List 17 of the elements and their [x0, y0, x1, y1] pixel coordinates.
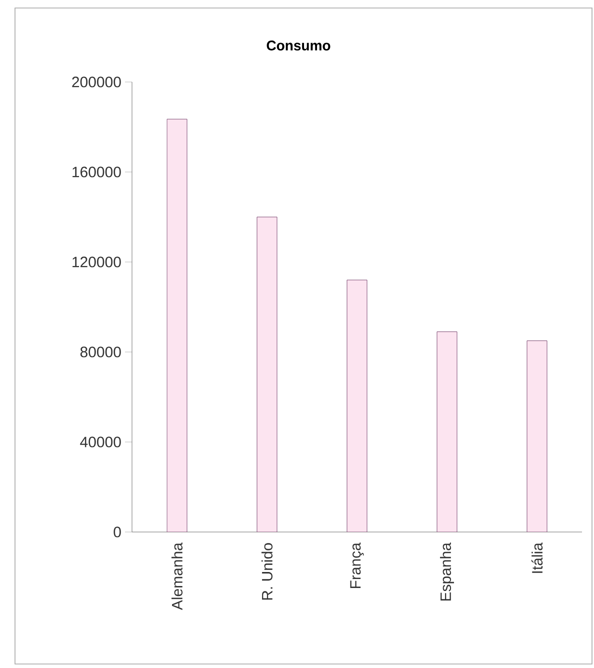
bar [526, 340, 548, 532]
chart-title: Consumo [266, 40, 330, 50]
x-tick-label: Itália [531, 542, 543, 573]
bar [436, 332, 458, 532]
bar [166, 118, 188, 532]
bar [346, 280, 368, 532]
y-tick-label: 40000 [80, 436, 121, 448]
y-tick-label: 80000 [80, 346, 121, 358]
bar [256, 216, 278, 532]
y-tick-label: 160000 [72, 166, 121, 178]
y-tick-label: 200000 [72, 76, 121, 88]
x-tick-label: Alemanha [171, 542, 183, 610]
x-tick-label: França [350, 542, 364, 588]
y-tick-label: 120000 [72, 256, 121, 268]
y-tick-label: 0 [114, 526, 121, 538]
x-tick-label: Espanha [440, 542, 454, 601]
x-tick-label: R. Unido [261, 543, 273, 600]
